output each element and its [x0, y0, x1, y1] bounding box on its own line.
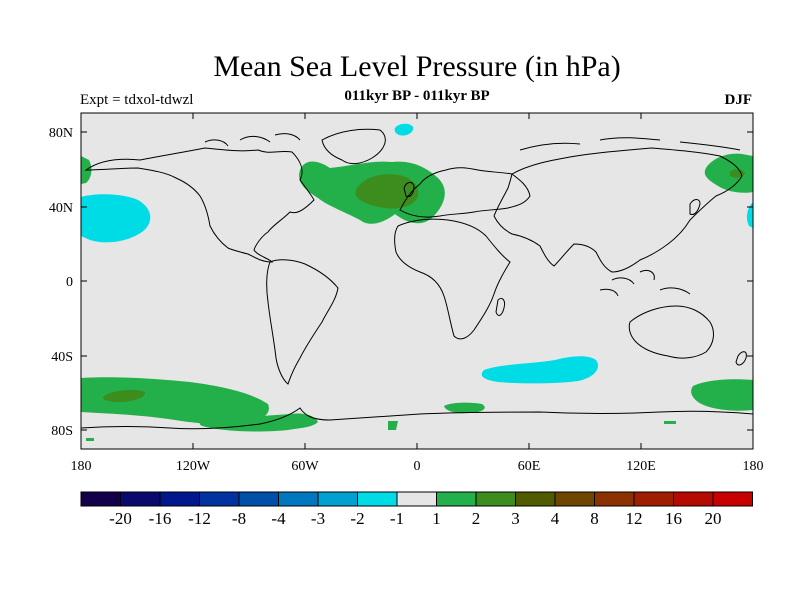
colorbar-swatch-15 — [673, 491, 714, 507]
anomaly-small-west-2 — [86, 438, 94, 441]
colorbar-swatch-8 — [396, 491, 437, 507]
lon-label-4: 60E — [518, 459, 541, 474]
colorbar-label-10: 3 — [511, 509, 520, 528]
colorbar-swatch-4 — [238, 491, 279, 507]
anomaly-fields — [81, 123, 753, 441]
colorbar — [80, 491, 753, 507]
anomaly-north-pacific-2 — [704, 153, 753, 193]
colorbar-label-7: -1 — [390, 509, 404, 528]
colorbar-label-3: -8 — [232, 509, 246, 528]
colorbar-label-15: 20 — [705, 509, 722, 528]
colorbar-swatch-7 — [357, 491, 398, 507]
colorbar-label-12: 8 — [590, 509, 599, 528]
colorbar-label-13: 12 — [626, 509, 643, 528]
lon-label-3: 0 — [414, 459, 421, 474]
colorbar-label-14: 16 — [665, 509, 682, 528]
colorbar-swatch-12 — [554, 491, 595, 507]
colorbar-swatch-6 — [317, 491, 358, 507]
colorbar-swatch-11 — [515, 491, 556, 507]
coast-africa — [394, 218, 511, 340]
colorbar-swatch-9 — [436, 491, 477, 507]
lat-tick-labels: 80N 40N 0 40S 80S — [49, 126, 73, 439]
colorbar-label-11: 4 — [551, 509, 560, 528]
lon-label-6: 180 — [743, 459, 764, 474]
lat-label-1: 40N — [49, 201, 73, 216]
colorbar-label-6: -2 — [350, 509, 364, 528]
coast-japan — [689, 199, 701, 215]
lat-label-2: 0 — [66, 275, 73, 290]
anomaly-small-east-2 — [664, 421, 676, 424]
coast-siberia-north — [519, 137, 741, 151]
colorbar-label-8: 1 — [432, 509, 441, 528]
colorbar-label-0: -20 — [109, 509, 132, 528]
coast-south-america — [266, 259, 339, 385]
colorbar-label-4: -4 — [271, 509, 286, 528]
colorbar-label-5: -3 — [311, 509, 325, 528]
lat-tick-marks — [81, 131, 753, 431]
colorbar-swatch-0 — [80, 491, 121, 507]
coast-north-america — [84, 147, 315, 263]
coast-greenland — [321, 128, 386, 165]
anomaly-north-pacific-3 — [730, 169, 745, 178]
coast-madagascar — [495, 297, 505, 316]
lon-tick-marks — [80, 113, 754, 449]
anomaly-indian-ocean-neg — [481, 356, 598, 384]
lat-label-3: 40S — [51, 350, 73, 365]
anomaly-south-atlantic-2 — [444, 402, 485, 414]
coastlines — [81, 128, 753, 430]
coast-antarctica — [81, 407, 753, 430]
colorbar-label-1: -16 — [149, 509, 172, 528]
lat-label-0: 80N — [49, 126, 73, 141]
experiment-label: Expt = tdxol-tdwzl — [80, 92, 194, 108]
coast-arctic-islands — [204, 133, 301, 147]
colorbar-swatch-10 — [475, 491, 516, 507]
anomaly-arctic-neg — [394, 123, 414, 136]
colorbar-labels: -20 -16 -12 -8 -4 -3 -2 -1 1 2 3 4 8 12 16 20 — [109, 509, 721, 528]
coast-new-zealand — [735, 351, 747, 366]
colorbar-swatch-5 — [278, 491, 319, 507]
anomaly-weddell-2 — [388, 421, 398, 430]
coast-europe — [399, 167, 531, 218]
anomaly-north-pacific-neg — [81, 194, 151, 243]
lon-label-1: 120W — [176, 459, 211, 474]
coast-australia — [628, 305, 714, 359]
colorbar-swatch-3 — [199, 491, 240, 507]
anomaly-far-east-neg — [746, 202, 753, 228]
anomaly-australia-south-2 — [691, 379, 753, 411]
coast-uk — [403, 181, 415, 197]
colorbar-swatch-13 — [594, 491, 635, 507]
colorbar-swatch-14 — [633, 491, 674, 507]
lon-tick-labels: 180 120W 60W 0 60E 120E 180 — [71, 459, 764, 474]
colorbar-label-2: -12 — [188, 509, 211, 528]
anomaly-south-pacific-2 — [81, 377, 269, 425]
colorbar-swatch-1 — [120, 491, 161, 507]
anomaly-north-atlantic-3 — [355, 174, 419, 209]
coast-se-asia-islands — [599, 269, 691, 297]
coast-asia — [493, 147, 743, 273]
lon-label-5: 120E — [626, 459, 656, 474]
lon-label-0: 180 — [71, 459, 92, 474]
map-subtitle: 011kyr BP - 011kyr BP — [344, 88, 490, 104]
lat-label-4: 80S — [51, 424, 73, 439]
anomaly-south-pacific-3 — [103, 389, 146, 403]
map-title: Mean Sea Level Pressure (in hPa) — [213, 50, 621, 83]
colorbar-swatch-16 — [712, 491, 753, 507]
colorbar-label-9: 2 — [472, 509, 481, 528]
season-label: DJF — [724, 92, 753, 108]
lon-label-2: 60W — [291, 459, 319, 474]
colorbar-swatch-2 — [159, 491, 200, 507]
